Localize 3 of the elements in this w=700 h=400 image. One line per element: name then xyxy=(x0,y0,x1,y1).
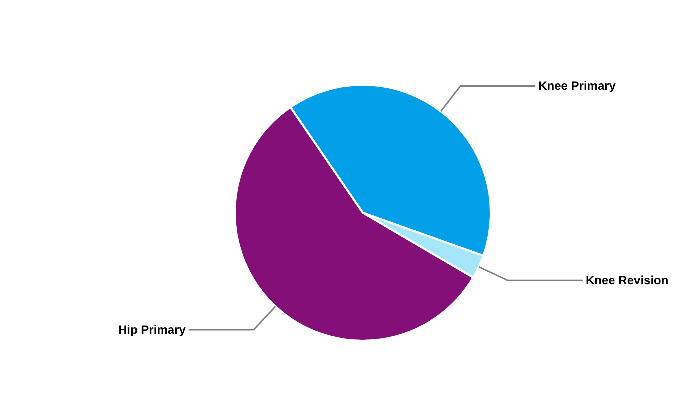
slice-label: Hip Primary xyxy=(118,323,186,338)
slice-label: Knee Revision xyxy=(586,274,669,288)
slice-label: Knee Primary xyxy=(538,79,616,94)
